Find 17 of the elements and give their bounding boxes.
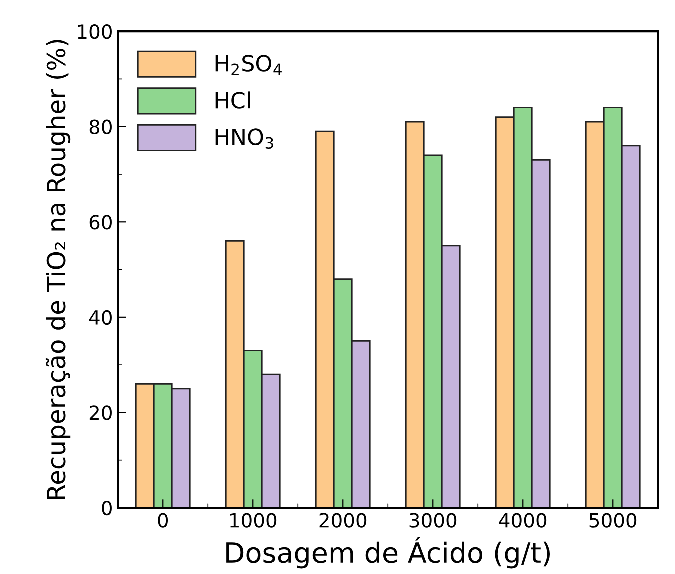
x-tick-label: 1000 (230, 513, 277, 528)
x-tick-label: 0 (158, 513, 168, 528)
y-tick-label: 80 (90, 120, 112, 135)
y-tick-label: 100 (78, 24, 112, 40)
y-tick-label: 60 (90, 215, 112, 230)
legend-label: HCl (216, 92, 250, 109)
y-tick-label: 0 (102, 500, 112, 516)
x-tick-label: 4000 (499, 513, 547, 528)
x-axis-title: Dosagem de Ácido (g/t) (226, 537, 550, 569)
y-axis-title: Recuperação de TiO₂ na Rougher (%) (46, 40, 71, 500)
y-tick-label: 40 (89, 310, 112, 326)
x-tick-label: 5000 (590, 513, 637, 528)
legend-label: H$_{2}$SO$_{4}$ (216, 55, 282, 76)
x-tick-label: 3000 (410, 513, 457, 528)
y-tick-label: 20 (90, 406, 112, 420)
x-tick-label: 2000 (320, 513, 367, 528)
legend-label: HNO$_{3}$ (216, 128, 274, 150)
